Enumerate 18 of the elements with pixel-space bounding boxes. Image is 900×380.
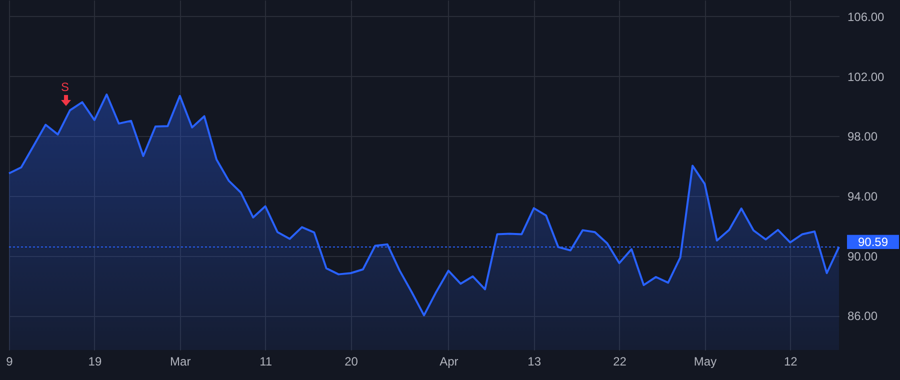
x-tick-label: Mar [170,354,191,368]
x-tick-label: Apr [440,354,458,368]
x-tick-label: 19 [88,354,102,368]
ref-line-label: 90.59 [858,234,888,249]
x-tick-label: 11 [260,354,272,368]
y-tick-label: 102.00 [848,70,885,84]
y-tick-label: 98.00 [848,130,878,144]
x-tick-label: May [694,354,717,368]
x-tick-label: 12 [784,354,798,368]
x-tick-label: 13 [528,354,542,368]
x-tick-label: 9 [6,354,14,368]
x-tick-label: 22 [613,354,627,368]
annotation: S [61,80,70,94]
y-tick-label: 106.00 [848,10,885,24]
y-tick-label: 86.00 [848,309,878,324]
y-tick-label: 94.00 [848,189,878,204]
x-tick-label: 20 [344,354,358,368]
y-tick-label: 90.00 [848,249,878,264]
